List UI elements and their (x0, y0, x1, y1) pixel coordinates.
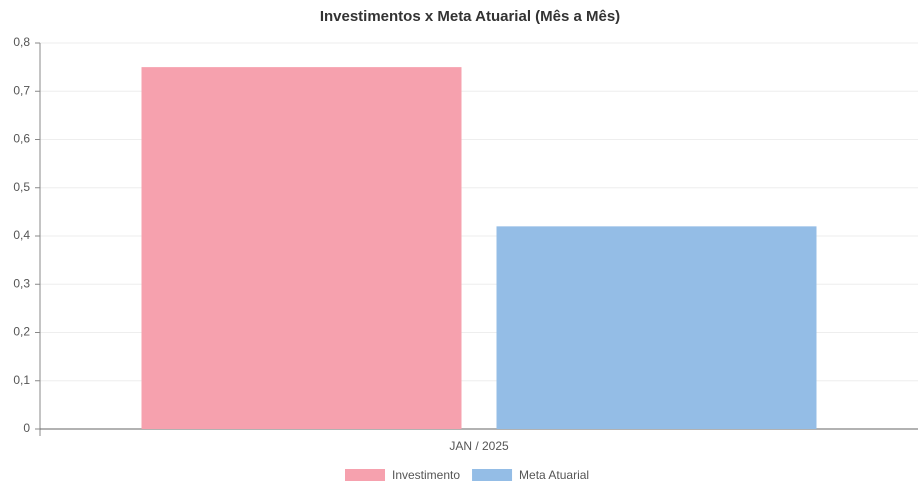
y-tick-label: 0,4 (13, 228, 30, 242)
bar (496, 226, 817, 429)
legend-label: Investimento (392, 468, 460, 482)
chart-title: Investimentos x Meta Atuarial (Mês a Mês… (320, 8, 620, 25)
y-tick-label: 0,1 (13, 373, 30, 387)
y-tick-label: 0,8 (13, 35, 30, 49)
legend-swatch (345, 469, 385, 481)
y-tick-label: 0 (23, 421, 30, 435)
y-tick-label: 0,7 (13, 83, 30, 97)
y-tick-label: 0,6 (13, 132, 30, 146)
legend-label: Meta Atuarial (519, 468, 589, 482)
y-tick-label: 0,3 (13, 276, 30, 290)
x-tick-label: JAN / 2025 (449, 439, 509, 453)
legend-swatch (472, 469, 513, 481)
y-tick-label: 0,2 (13, 325, 30, 339)
y-tick-label: 0,5 (13, 180, 30, 194)
bar (141, 67, 462, 429)
